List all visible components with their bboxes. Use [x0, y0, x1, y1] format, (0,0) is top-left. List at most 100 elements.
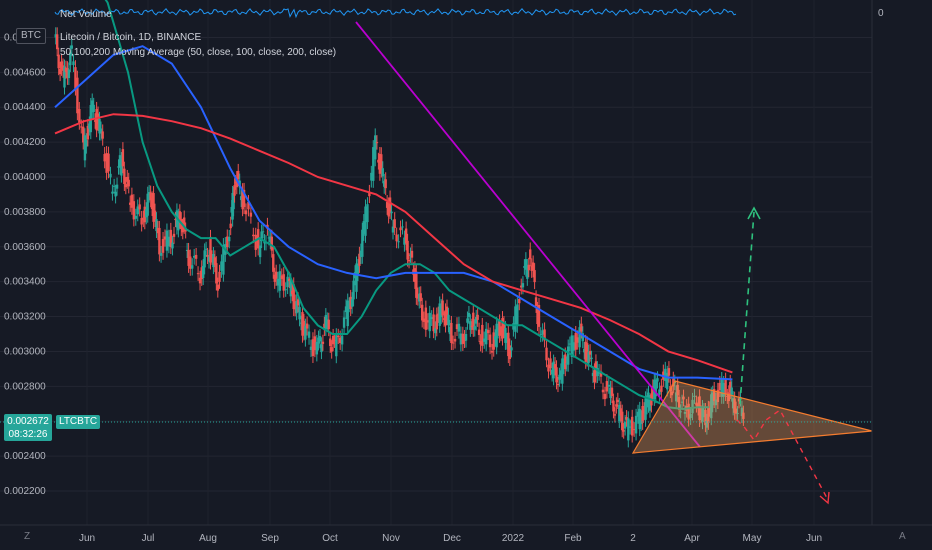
currency-badge[interactable]: BTC: [16, 28, 46, 44]
candle-body: [200, 267, 203, 279]
candle-body: [242, 189, 246, 208]
candle-body: [459, 333, 463, 345]
candle-body: [438, 303, 441, 326]
candle-body: [391, 226, 395, 233]
candle-body: [627, 418, 630, 441]
candle-body: [634, 415, 638, 434]
candle-body: [383, 180, 386, 187]
candle-body: [142, 217, 145, 221]
candle-body: [337, 335, 340, 338]
candle-body: [444, 310, 447, 326]
candle-body: [128, 202, 132, 205]
x-tick-label: Dec: [443, 533, 461, 544]
candle-body: [252, 234, 255, 237]
candle-body: [543, 329, 546, 341]
candle-body: [644, 398, 647, 420]
candle-body: [529, 249, 532, 260]
zoom-icon[interactable]: Z: [24, 531, 31, 542]
candle-body: [475, 316, 478, 324]
candle-body: [276, 278, 280, 286]
candle-body: [530, 265, 533, 271]
candle-body: [355, 263, 358, 292]
candle-body: [210, 257, 214, 259]
candle-body: [524, 259, 528, 270]
candle-body: [658, 389, 661, 395]
candle-body: [270, 236, 274, 251]
candle-body: [130, 194, 134, 208]
candle-body: [527, 264, 530, 271]
candle-body: [580, 323, 583, 332]
candle-body: [403, 237, 406, 245]
candle-body: [292, 284, 295, 310]
candle-body: [233, 185, 236, 196]
candle-body: [615, 404, 618, 407]
candle-body: [377, 159, 380, 163]
candle-body: [237, 170, 240, 179]
candle-body: [629, 426, 632, 428]
price-axis[interactable]: 0.0048000.0046000.0044000.0042000.004000…: [4, 32, 46, 497]
candle-body: [380, 154, 383, 171]
x-tick-label: Jun: [79, 533, 95, 544]
candle-body: [189, 256, 192, 269]
candle-body: [630, 416, 634, 436]
candle-body: [477, 329, 481, 336]
candle-body: [672, 378, 675, 387]
candle-body: [682, 396, 685, 400]
candle-body: [424, 307, 428, 330]
candle-body: [74, 67, 77, 89]
candle-body: [541, 330, 544, 335]
candle-body: [163, 236, 167, 240]
candle-body: [57, 54, 60, 69]
candle-body: [327, 319, 330, 330]
auto-scale-icon[interactable]: A: [899, 531, 906, 542]
candle-body: [171, 242, 174, 249]
x-tick-label: May: [743, 533, 762, 544]
candle-body: [381, 168, 384, 177]
time-axis[interactable]: Jun Jul Aug Sep Oct Nov Dec 2022 Feb 2 Apr May Jun: [79, 533, 822, 544]
candle-body: [172, 233, 176, 237]
descending-trendline[interactable]: [355, 21, 701, 448]
candle-body: [397, 241, 400, 243]
candle-body: [220, 261, 223, 271]
candle-body: [72, 61, 75, 66]
candle-body: [191, 265, 194, 269]
candle-body: [83, 135, 87, 161]
candle-body: [346, 300, 349, 327]
candle-body: [165, 230, 169, 251]
candle-body: [422, 318, 426, 322]
candle-body: [559, 370, 563, 377]
candle-body: [599, 371, 603, 377]
candle-body: [724, 379, 727, 395]
candle-body: [518, 298, 521, 304]
candle-body: [409, 254, 412, 256]
candle-body: [109, 173, 112, 178]
x-tick-label: Feb: [564, 533, 582, 544]
candle-body: [583, 348, 586, 353]
candle-body: [568, 343, 572, 345]
candle-body: [291, 290, 294, 295]
candle-body: [177, 215, 180, 231]
candle-body: [545, 347, 548, 361]
candle-body: [335, 335, 338, 357]
candle-body: [495, 323, 498, 348]
triangle-pattern[interactable]: [631, 380, 873, 454]
candle-body: [418, 293, 421, 302]
candle-body: [282, 274, 285, 291]
candle-body: [342, 317, 346, 328]
candle-body: [69, 52, 72, 66]
candle-body: [457, 323, 461, 332]
candle-body: [731, 398, 735, 409]
candle-body: [218, 271, 221, 282]
ma-line-ma-200: [54, 113, 733, 374]
candle-body: [555, 367, 558, 383]
candle-body: [249, 212, 253, 217]
bearish-projection-arrow: [736, 408, 829, 501]
candle-body: [146, 193, 149, 216]
candle-body: [296, 299, 300, 306]
candle-body: [192, 255, 196, 258]
candle-body: [226, 236, 229, 248]
candle-body: [359, 250, 363, 258]
